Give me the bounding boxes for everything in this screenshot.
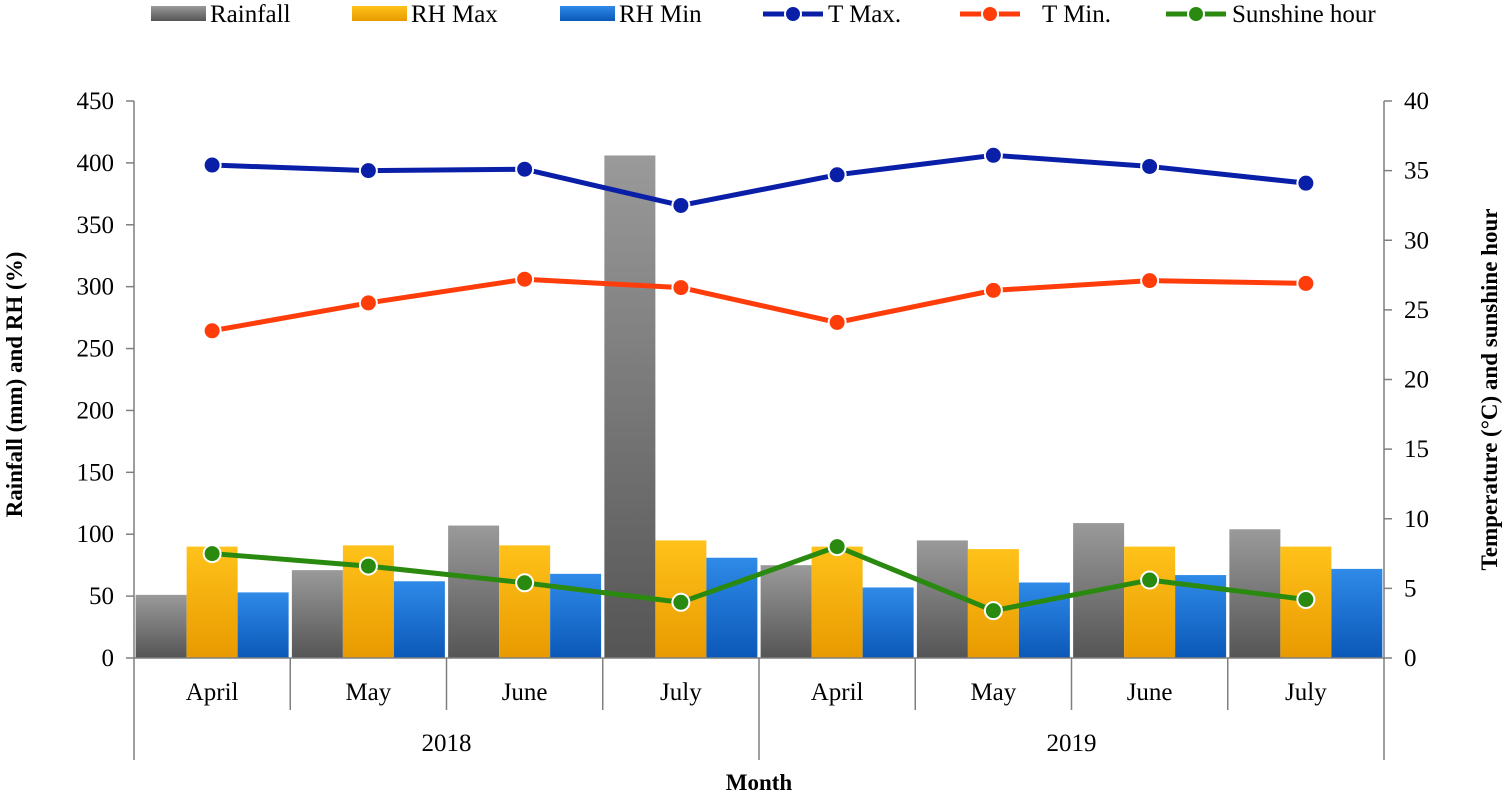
marker-sunshine-hour-1 — [358, 556, 378, 576]
bar-rainfall-0 — [135, 594, 187, 658]
x-tick-label-4: April — [811, 679, 864, 706]
legend-marker-sunshine-hour — [1187, 5, 1205, 23]
bar-rainfall-2 — [448, 525, 500, 658]
legend-label-sunshine-hour: Sunshine hour — [1232, 1, 1376, 28]
marker-sunshine-hour-0 — [202, 544, 222, 564]
bar-rainfall-1 — [291, 570, 343, 658]
bar-rh-min-1 — [393, 581, 445, 658]
group-label-2019: 2019 — [1047, 730, 1097, 757]
bar-rh-min-7 — [1331, 568, 1383, 658]
bar-rh-max-6 — [1124, 546, 1176, 658]
left-tick-label-300: 300 — [77, 274, 115, 301]
marker-t-min-0 — [202, 321, 222, 341]
marker-t-min-2 — [515, 269, 535, 289]
x-tick-label-0: April — [186, 679, 239, 706]
line-sunshine-hour — [211, 544, 1307, 614]
y-axis-title: Rainfall (mm) and RH (%) — [2, 252, 27, 518]
right-tick-label-25: 25 — [1404, 297, 1429, 324]
marker-t-min-3 — [671, 278, 691, 298]
legend-label-t-min: T Min. — [1042, 1, 1111, 28]
legend-swatch-rainfall — [151, 6, 206, 21]
bar-rh-min-5 — [1018, 582, 1070, 658]
legend: Rainfall RH Max RH Min T Max. T Min. Sunshine… — [151, 1, 1376, 28]
marker-t-min-6 — [1140, 271, 1160, 291]
line-t-min — [211, 276, 1306, 334]
right-tick-label-40: 40 — [1404, 88, 1429, 115]
right-tick-label-20: 20 — [1404, 367, 1429, 394]
right-tick-label-15: 15 — [1404, 436, 1429, 463]
marker-t-max-4 — [827, 165, 847, 185]
x-axis-title: Month — [726, 770, 793, 795]
marker-sunshine-hour-2 — [515, 573, 535, 593]
marker-t-max-7 — [1296, 173, 1316, 193]
legend-marker-t-min — [981, 5, 999, 23]
legend-label-rh-max: RH Max — [411, 1, 498, 28]
left-tick-label-100: 100 — [77, 521, 115, 548]
left-tick-label-400: 400 — [77, 150, 115, 177]
x-tick-label-3: July — [660, 679, 702, 706]
right-tick-label-35: 35 — [1404, 158, 1429, 185]
x-tick-label-5: May — [970, 679, 1016, 706]
right-tick-label-30: 30 — [1404, 227, 1429, 254]
x-tick-label-7: July — [1285, 679, 1327, 706]
bar-rh-min-3 — [706, 557, 758, 658]
marker-t-max-1 — [358, 161, 378, 181]
right-tick-label-0: 0 — [1404, 645, 1417, 672]
left-tick-label-50: 50 — [89, 583, 114, 610]
group-label-2018: 2018 — [422, 730, 472, 757]
marker-t-min-1 — [358, 293, 378, 313]
bar-rh-max-2 — [499, 545, 551, 658]
right-tick-label-5: 5 — [1404, 575, 1417, 602]
legend-swatch-rh-max — [352, 6, 407, 21]
marker-t-max-6 — [1140, 156, 1160, 176]
left-tick-label-350: 350 — [77, 212, 115, 239]
bar-rh-max-0 — [186, 546, 238, 658]
labels-layer: 0 50 100 150 200 250 300 350 400 450 0 5 10 15 20 25 30 3… — [2, 88, 1502, 795]
legend-label-rh-min: RH Min — [619, 1, 702, 28]
legend-label-rainfall: Rainfall — [210, 1, 291, 28]
marker-t-min-4 — [827, 312, 847, 332]
left-tick-label-0: 0 — [102, 645, 115, 672]
marker-sunshine-hour-4 — [827, 537, 847, 557]
marker-sunshine-hour-6 — [1140, 570, 1160, 590]
legend-marker-t-max — [784, 5, 802, 23]
bars-layer — [135, 155, 1383, 658]
x-tick-label-2: June — [502, 679, 548, 706]
y2-axis-title: Temperature (°C) and sunshine hour — [1477, 209, 1502, 571]
legend-label-t-max: T Max. — [828, 1, 901, 28]
marker-t-max-5 — [983, 145, 1003, 165]
bar-rh-min-0 — [237, 592, 289, 658]
left-tick-label-200: 200 — [77, 397, 115, 424]
marker-t-max-3 — [671, 195, 691, 215]
marker-sunshine-hour-3 — [671, 592, 691, 612]
x-tick-label-1: May — [345, 679, 391, 706]
bar-rh-max-4 — [811, 546, 863, 658]
marker-t-min-7 — [1296, 273, 1316, 293]
bar-rainfall-4 — [760, 565, 812, 658]
axes-layer — [126, 100, 1392, 760]
bar-rh-min-4 — [862, 587, 914, 658]
x-tick-label-6: June — [1127, 679, 1173, 706]
right-tick-label-10: 10 — [1404, 506, 1429, 533]
marker-t-max-0 — [202, 155, 222, 175]
lines-layer — [202, 145, 1316, 621]
legend-swatch-rh-min — [560, 6, 615, 21]
line-t-max — [212, 152, 1307, 208]
left-tick-label-450: 450 — [77, 88, 115, 115]
marker-t-max-2 — [515, 159, 535, 179]
marker-sunshine-hour-7 — [1296, 590, 1316, 610]
left-tick-label-150: 150 — [77, 459, 115, 486]
left-tick-label-250: 250 — [77, 336, 115, 363]
marker-sunshine-hour-5 — [983, 601, 1003, 621]
marker-t-min-5 — [983, 280, 1003, 300]
bar-rainfall-3 — [604, 155, 656, 658]
